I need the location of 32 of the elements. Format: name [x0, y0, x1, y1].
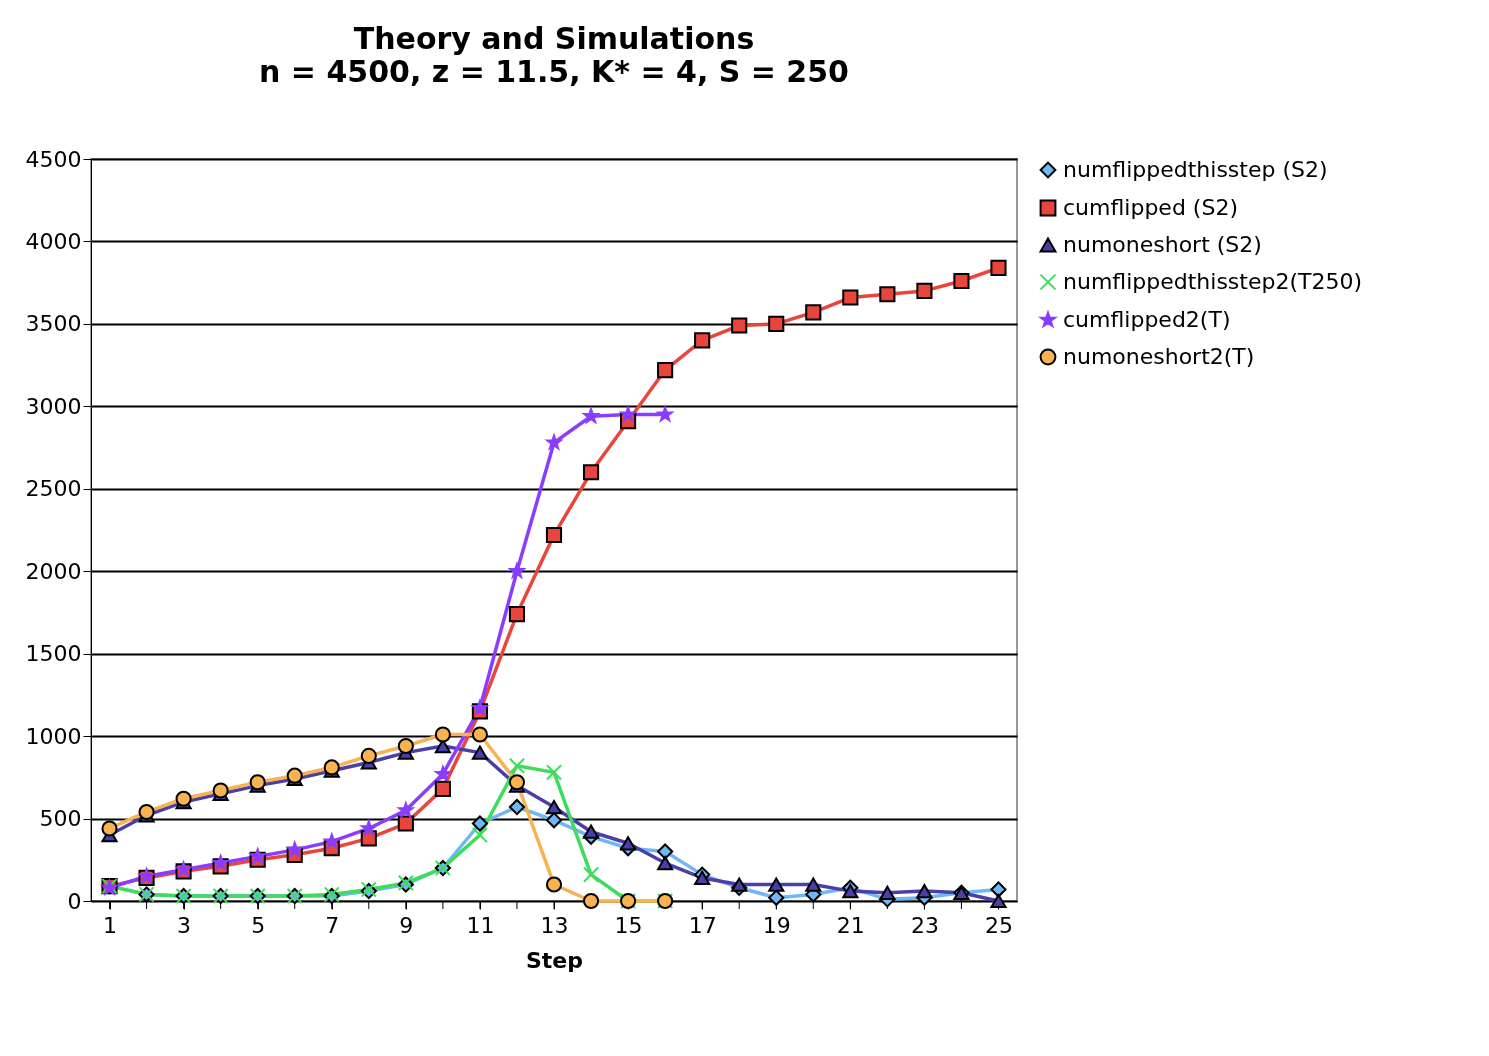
x-tick-label: 7: [325, 912, 340, 938]
x-tick-label: 15: [614, 912, 643, 938]
y-tick-label: 3000: [25, 393, 82, 419]
x-tick-label: 9: [399, 912, 414, 938]
y-tick-label: 4500: [25, 146, 82, 172]
y-tick-label: 1000: [25, 723, 82, 749]
y-tick-label: 500: [39, 806, 82, 832]
legend-label: numoneshort2(T): [1063, 344, 1255, 369]
x-axis-title: Step: [525, 947, 584, 973]
x-tick-label: 11: [466, 912, 495, 938]
y-tick-label: 3500: [25, 311, 82, 337]
y-tick-label: 4000: [25, 228, 82, 254]
x-tick-label: 21: [836, 912, 865, 938]
legend-label: numoneshort (S2): [1063, 232, 1262, 257]
x-tick-label: 19: [762, 912, 791, 938]
y-tick-label: 0: [67, 888, 82, 914]
y-tick-label: 2000: [25, 558, 82, 584]
legend-label: cumflipped (S2): [1063, 195, 1238, 220]
legend-label: numflippedthisstep (S2): [1063, 157, 1328, 182]
chart-title: Theory and Simulations: [353, 21, 755, 56]
x-tick-label: 13: [540, 912, 569, 938]
x-tick-label: 5: [251, 912, 266, 938]
x-tick-label: 1: [103, 912, 118, 938]
legend-label: cumflipped2(T): [1063, 307, 1231, 332]
y-tick-label: 2500: [25, 476, 82, 502]
x-tick-label: 3: [177, 912, 192, 938]
chart-subtitle: n = 4500, z = 11.5, K* = 4, S = 250: [259, 54, 849, 89]
x-tick-label: 25: [984, 912, 1013, 938]
x-tick-label: 17: [688, 912, 717, 938]
y-tick-label: 1500: [25, 641, 82, 667]
legend-label: numflippedthisstep2(T250): [1063, 269, 1363, 294]
x-tick-label: 23: [910, 912, 939, 938]
